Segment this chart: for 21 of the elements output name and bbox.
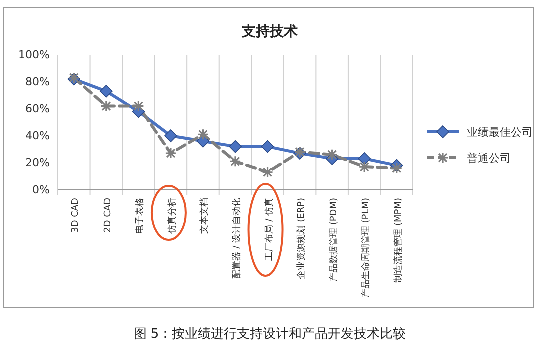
- x-tick-label: 产品数据管理 (PDM): [328, 198, 340, 282]
- x-tick-label: 文本文档: [199, 198, 210, 234]
- x-tick-label: 企业资源规划 (ERP): [296, 198, 308, 280]
- legend-label: 普通公司: [467, 152, 511, 165]
- x-tick-label: 仿真分析: [166, 198, 178, 235]
- legend-label: 业绩最佳公司: [467, 126, 533, 139]
- chart-title: 支持技术: [241, 24, 298, 40]
- y-tick-label: 100%: [18, 48, 50, 62]
- x-tick-label: 配置器 / 设计自动化: [232, 198, 242, 279]
- y-tick-label: 20%: [26, 156, 50, 170]
- y-tick-label: 60%: [26, 102, 50, 116]
- x-tick-label: 电子表格: [134, 198, 146, 234]
- x-tick-label: 2D CAD: [103, 198, 114, 233]
- x-tick-label: 工厂布局 / 仿真: [264, 198, 275, 261]
- x-tick-label: 产品生命周期管理 (PLM): [360, 198, 372, 298]
- y-tick-label: 80%: [26, 76, 50, 88]
- x-tick-label: 制造流程管理 (MPM): [392, 198, 404, 283]
- x-tick-label: 3D CAD: [71, 198, 82, 233]
- y-tick-label: 40%: [26, 130, 50, 142]
- caption: 图 5：按业绩进行支持设计和产品开发技术比较: [134, 327, 406, 342]
- y-tick-label: 0%: [32, 184, 50, 196]
